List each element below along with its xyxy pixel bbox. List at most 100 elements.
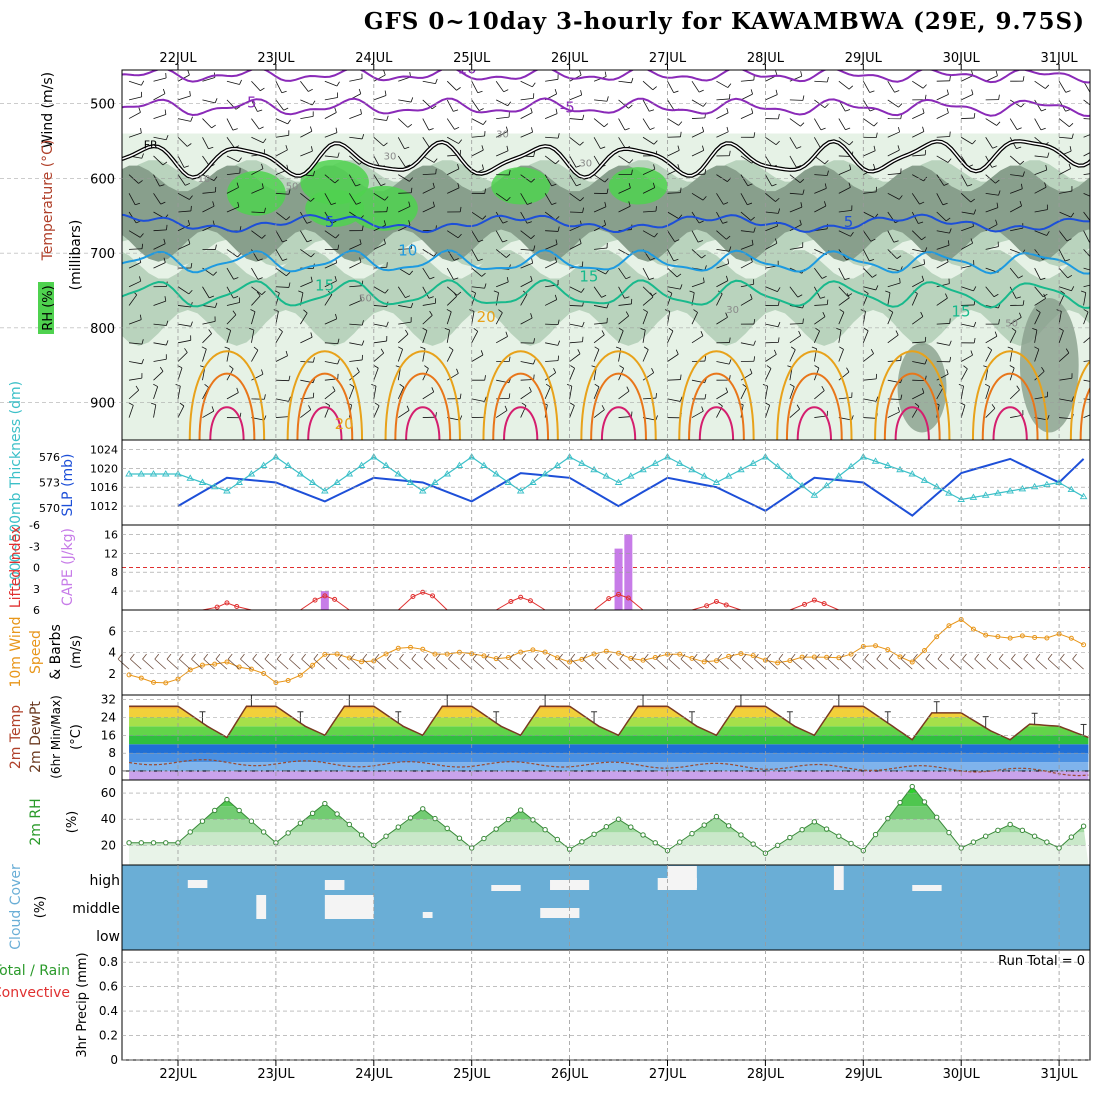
wind-barb [435, 168, 437, 174]
wind-barb [530, 275, 533, 281]
rh-shade-high [305, 189, 365, 227]
thickness-marker [394, 470, 403, 477]
cloud-level-label: high [89, 873, 120, 889]
wind-barb [1016, 385, 1020, 391]
wind-barb [922, 108, 925, 114]
wind10m-marker [897, 654, 903, 660]
wind-barb [749, 294, 753, 299]
wind-barb [569, 368, 575, 381]
wind10m-marker [713, 658, 719, 664]
wind10m-barb [888, 658, 901, 670]
wind-barb [435, 412, 437, 418]
wind-barb [667, 353, 679, 362]
wind-barb [984, 383, 990, 387]
wind-barb [838, 118, 846, 130]
rh-band [129, 832, 1089, 846]
wind-barb [432, 201, 435, 207]
wind-barb [618, 315, 629, 325]
wind-barb [300, 193, 311, 202]
wind-barb [226, 206, 240, 213]
wind-barb [324, 390, 336, 400]
wind10m-barb [680, 658, 693, 670]
wind-barb [383, 238, 386, 244]
wind-barb [1083, 336, 1090, 344]
wind-barb [936, 94, 949, 101]
wind-barb [814, 390, 825, 400]
slp-tick: 1020 [90, 462, 118, 475]
wind10m-marker [518, 649, 524, 655]
wind-barb [593, 349, 600, 362]
wind-barb [887, 292, 891, 306]
wind-tick: 4 [108, 646, 116, 660]
wind-barb [594, 322, 608, 325]
wind10m-barb [497, 653, 502, 660]
isotherm-warm [307, 406, 343, 440]
wind-barb [992, 145, 998, 149]
thickness-marker [210, 482, 219, 490]
wind-barb [624, 296, 630, 299]
wind-barb [128, 112, 141, 119]
lifted-index-marker [811, 597, 817, 603]
isotherm-warm [296, 372, 354, 440]
rh-marker [934, 814, 940, 820]
wind-barb [446, 296, 457, 306]
wind-barb [822, 311, 826, 317]
lifted-index-line [789, 599, 839, 611]
wind-barb [700, 331, 704, 336]
wind-barb [775, 197, 780, 202]
wind-barb [555, 216, 560, 221]
cloud-cover-area [122, 865, 1090, 950]
wind-barb [716, 316, 728, 325]
wind-barb [625, 311, 630, 317]
rh-marker [530, 817, 536, 823]
wind-barb [691, 410, 704, 418]
wind-barb [456, 291, 462, 296]
wind10m-barb [166, 658, 179, 670]
wind-barb [1009, 267, 1019, 279]
wind-barb [129, 248, 143, 250]
wind-barb [960, 174, 968, 187]
wind-barb [667, 290, 673, 294]
wind10m-barb [643, 653, 649, 660]
wind-barb [911, 230, 922, 241]
lifted-index-marker [723, 602, 729, 608]
wind10m-marker [701, 659, 707, 665]
wind-barb [726, 126, 729, 132]
wind10m-barb [778, 658, 791, 670]
wind-barb [310, 332, 313, 338]
wind-barb [263, 415, 267, 421]
wind-barb [349, 113, 362, 119]
date-label-top: 28JUL [747, 51, 785, 66]
thickness-marker [443, 470, 452, 477]
wind-barb [569, 193, 581, 202]
rh-band [129, 845, 1089, 865]
wind-barb [360, 109, 362, 115]
wind-barb [740, 79, 754, 82]
wind-barb [554, 294, 558, 300]
wind-barb [569, 286, 582, 293]
wind10m-barb [949, 653, 955, 660]
wind-barb [872, 274, 877, 278]
wind-barb [972, 139, 976, 145]
wind-barb [256, 291, 261, 297]
wind10m-marker [848, 651, 854, 657]
wind-barb [306, 239, 312, 243]
wind-barb [838, 230, 851, 237]
wind-barb [802, 95, 805, 101]
wind10m-barb [203, 658, 215, 670]
wind-barb [985, 137, 993, 149]
wind-barb [838, 136, 850, 146]
lifted-index-marker [527, 598, 533, 604]
precip-tick: 0.2 [99, 1029, 118, 1043]
wind-barb [544, 155, 556, 165]
wind-barb [260, 87, 265, 92]
temp-band [129, 762, 1089, 772]
rh-marker [799, 826, 805, 833]
wind-barb [594, 247, 608, 250]
rh-marker [1044, 839, 1050, 845]
wind-barb [153, 300, 166, 306]
isotherm-label: 15 [315, 277, 334, 295]
wind-barb [936, 230, 950, 234]
wind-barb [1096, 267, 1098, 271]
wind-barb [1058, 168, 1071, 176]
